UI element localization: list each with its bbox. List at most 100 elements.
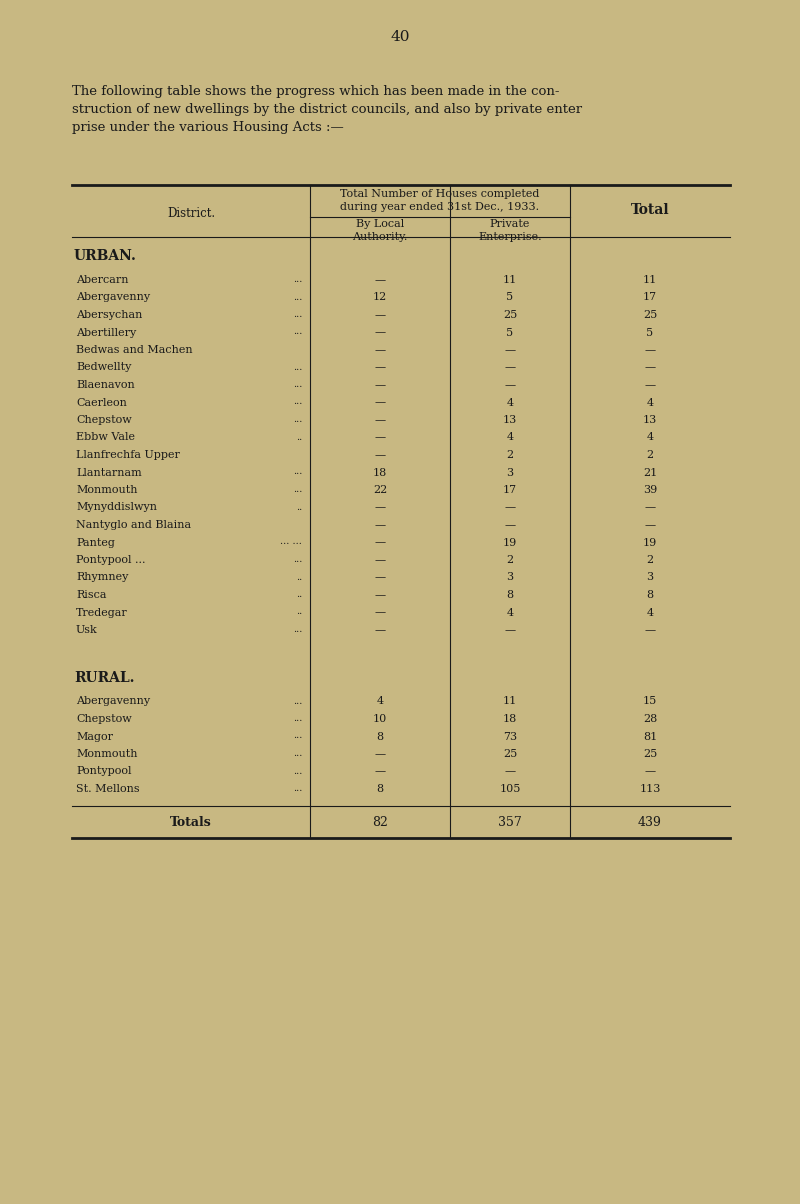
Text: 3: 3 xyxy=(506,467,514,478)
Text: 4: 4 xyxy=(646,432,654,443)
Text: —: — xyxy=(645,625,655,635)
Text: ... ...: ... ... xyxy=(280,537,302,547)
Text: —: — xyxy=(645,362,655,372)
Text: ...: ... xyxy=(293,415,302,424)
Text: 4: 4 xyxy=(506,432,514,443)
Text: 19: 19 xyxy=(503,537,517,548)
Text: —: — xyxy=(374,767,386,777)
Text: St. Mellons: St. Mellons xyxy=(76,784,140,793)
Text: 8: 8 xyxy=(377,732,383,742)
Text: Abersychan: Abersychan xyxy=(76,309,142,320)
Text: ...: ... xyxy=(293,714,302,722)
Text: —: — xyxy=(645,380,655,390)
Text: 11: 11 xyxy=(503,696,517,707)
Text: 40: 40 xyxy=(390,30,410,45)
Text: —: — xyxy=(374,450,386,460)
Text: RURAL.: RURAL. xyxy=(74,671,134,685)
Text: Nantyglo and Blaina: Nantyglo and Blaina xyxy=(76,520,191,530)
Text: Caerleon: Caerleon xyxy=(76,397,127,407)
Text: ..: .. xyxy=(296,590,302,600)
Text: ...: ... xyxy=(293,767,302,775)
Text: Pontypool: Pontypool xyxy=(76,767,131,777)
Text: 25: 25 xyxy=(643,309,657,320)
Text: 4: 4 xyxy=(506,397,514,407)
Text: ..: .. xyxy=(296,432,302,442)
Text: Magor: Magor xyxy=(76,732,113,742)
Text: Llantarnam: Llantarnam xyxy=(76,467,142,478)
Text: 439: 439 xyxy=(638,815,662,828)
Text: —: — xyxy=(374,502,386,513)
Text: Totals: Totals xyxy=(170,815,212,828)
Text: 2: 2 xyxy=(506,555,514,565)
Text: ...: ... xyxy=(293,275,302,284)
Text: 4: 4 xyxy=(506,608,514,618)
Text: 3: 3 xyxy=(646,572,654,583)
Text: 81: 81 xyxy=(643,732,657,742)
Text: 113: 113 xyxy=(639,784,661,793)
Text: Rhymney: Rhymney xyxy=(76,572,128,583)
Text: ...: ... xyxy=(293,327,302,336)
Text: Bedwellty: Bedwellty xyxy=(76,362,131,372)
Text: Blaenavon: Blaenavon xyxy=(76,380,134,390)
Text: Abercarn: Abercarn xyxy=(76,275,129,285)
Text: —: — xyxy=(505,520,515,530)
Text: 11: 11 xyxy=(643,275,657,285)
Text: —: — xyxy=(374,555,386,565)
Text: —: — xyxy=(374,309,386,320)
Text: during year ended 31st Dec., 1933.: during year ended 31st Dec., 1933. xyxy=(341,202,539,212)
Text: ...: ... xyxy=(293,467,302,477)
Text: —: — xyxy=(374,397,386,407)
Text: prise under the various Housing Acts :—: prise under the various Housing Acts :— xyxy=(72,120,344,134)
Text: —: — xyxy=(645,767,655,777)
Text: 13: 13 xyxy=(503,415,517,425)
Text: Total Number of Houses completed: Total Number of Houses completed xyxy=(340,189,540,199)
Text: Llanfrechfa Upper: Llanfrechfa Upper xyxy=(76,450,180,460)
Text: —: — xyxy=(374,327,386,337)
Text: —: — xyxy=(374,608,386,618)
Text: —: — xyxy=(505,362,515,372)
Text: —: — xyxy=(505,380,515,390)
Text: 8: 8 xyxy=(377,784,383,793)
Text: 5: 5 xyxy=(506,327,514,337)
Text: —: — xyxy=(374,520,386,530)
Text: Usk: Usk xyxy=(76,625,98,635)
Text: 4: 4 xyxy=(646,397,654,407)
Text: Pontypool ...: Pontypool ... xyxy=(76,555,146,565)
Text: Chepstow: Chepstow xyxy=(76,415,132,425)
Text: —: — xyxy=(645,520,655,530)
Text: Monmouth: Monmouth xyxy=(76,485,138,495)
Text: —: — xyxy=(374,590,386,600)
Text: 73: 73 xyxy=(503,732,517,742)
Text: 22: 22 xyxy=(373,485,387,495)
Text: Abergavenny: Abergavenny xyxy=(76,293,150,302)
Text: 21: 21 xyxy=(643,467,657,478)
Text: 4: 4 xyxy=(377,696,383,707)
Text: —: — xyxy=(374,749,386,759)
Text: —: — xyxy=(645,346,655,355)
Text: Bedwas and Machen: Bedwas and Machen xyxy=(76,346,193,355)
Text: —: — xyxy=(505,346,515,355)
Text: ...: ... xyxy=(293,397,302,407)
Text: 13: 13 xyxy=(643,415,657,425)
Text: —: — xyxy=(374,275,386,285)
Text: 11: 11 xyxy=(503,275,517,285)
Text: 25: 25 xyxy=(503,309,517,320)
Text: struction of new dwellings by the district councils, and also by private enter: struction of new dwellings by the distri… xyxy=(72,104,582,116)
Text: 8: 8 xyxy=(646,590,654,600)
Text: Mynyddislwyn: Mynyddislwyn xyxy=(76,502,157,513)
Text: By Local
Authority.: By Local Authority. xyxy=(352,219,408,242)
Text: Monmouth: Monmouth xyxy=(76,749,138,759)
Text: 18: 18 xyxy=(373,467,387,478)
Text: 39: 39 xyxy=(643,485,657,495)
Text: ..: .. xyxy=(296,572,302,582)
Text: ...: ... xyxy=(293,555,302,563)
Text: 82: 82 xyxy=(372,815,388,828)
Text: 19: 19 xyxy=(643,537,657,548)
Text: 2: 2 xyxy=(506,450,514,460)
Text: 28: 28 xyxy=(643,714,657,724)
Text: 8: 8 xyxy=(506,590,514,600)
Text: 25: 25 xyxy=(503,749,517,759)
Text: Ebbw Vale: Ebbw Vale xyxy=(76,432,135,443)
Text: Abergavenny: Abergavenny xyxy=(76,696,150,707)
Text: ...: ... xyxy=(293,362,302,372)
